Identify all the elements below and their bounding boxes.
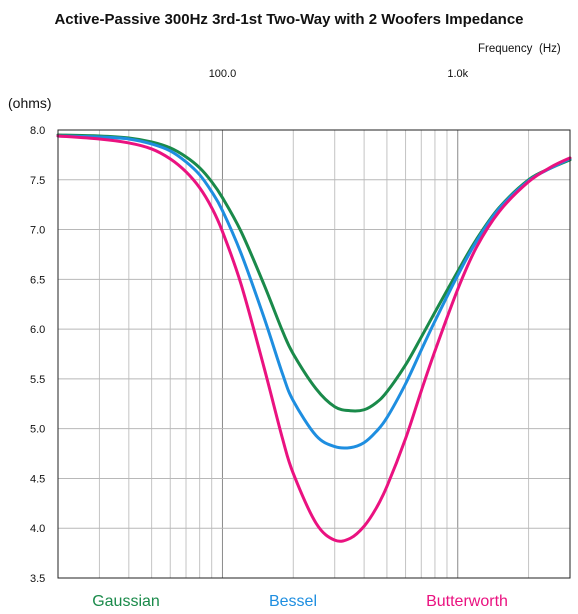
y-tick-label: 5.5 [30,374,45,386]
x-axis-unit: (Hz) [539,43,561,55]
y-tick-labels: 3.5 4.0 4.5 5.0 5.5 6.0 6.5 7.0 7.5 8.0 [30,125,45,585]
y-tick-label: 7.5 [30,175,45,187]
series-line-gaussian [56,133,572,413]
chart-title: Active-Passive 300Hz 3rd-1st Two-Way wit… [54,11,523,28]
x-tick-label: 100.0 [209,68,237,80]
y-tick-label: 8.0 [30,125,45,137]
y-tick-label: 7.0 [30,225,45,237]
series-line-butterworth [56,134,572,543]
y-tick-label: 6.5 [30,274,45,286]
x-tick-labels: 100.0 1.0k [209,68,469,80]
series-line-bessel [56,134,572,450]
series-lines [56,133,572,543]
legend-item-gaussian: Gaussian [92,593,160,610]
y-axis-label: (ohms) [8,95,52,111]
plot-frame [57,129,571,579]
x-tick-label: 1.0k [447,68,468,80]
legend-item-bessel: Bessel [269,593,317,610]
grid [58,129,570,579]
legend: Gaussian Bessel Butterworth [92,593,508,610]
y-tick-label: 3.5 [30,573,45,585]
y-tick-label: 5.0 [30,424,45,436]
y-tick-label: 6.0 [30,324,45,336]
x-axis-label: Frequency [478,43,533,55]
y-tick-label: 4.5 [30,473,45,485]
legend-item-butterworth: Butterworth [426,593,508,610]
y-tick-label: 4.0 [30,523,45,535]
